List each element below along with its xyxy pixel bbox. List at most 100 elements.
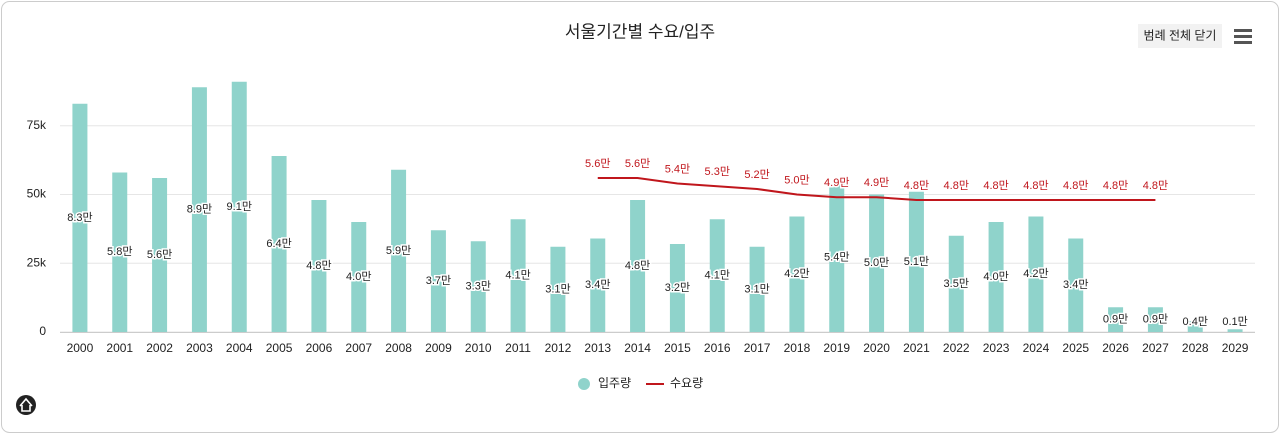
- y-tick-label: 75k: [27, 118, 47, 132]
- x-tick-label: 2003: [186, 341, 213, 355]
- bar: [470, 241, 486, 332]
- bar-value-label: 3.4만: [1063, 278, 1088, 291]
- bar: [829, 183, 845, 332]
- legend-toggle-button[interactable]: [1138, 24, 1222, 48]
- legend-label: 입주량: [598, 376, 631, 390]
- bar-value-label: 4.0만: [983, 270, 1008, 283]
- x-tick-label: 2019: [823, 341, 850, 355]
- bar-value-label: 5.9만: [386, 244, 411, 257]
- bar: [749, 246, 765, 332]
- bar-value-label: 6.4만: [266, 237, 291, 250]
- bar: [231, 81, 247, 332]
- bar-value-label: 3.2만: [665, 281, 690, 294]
- x-tick-label: 2007: [345, 341, 372, 355]
- bar-value-label: 5.4만: [824, 251, 849, 264]
- bar: [669, 244, 685, 332]
- bar-value-label: 8.3만: [67, 211, 92, 224]
- bar: [1227, 329, 1243, 332]
- line-value-label: 5.6만: [625, 157, 650, 170]
- x-tick-label: 2017: [744, 341, 771, 355]
- x-tick-label: 2011: [505, 341, 531, 355]
- bar-value-label: 3.5만: [944, 277, 969, 290]
- bar-value-label: 4.1만: [705, 269, 730, 282]
- x-tick-label: 2013: [584, 341, 611, 355]
- bar-value-label: 3.4만: [585, 278, 610, 291]
- y-tick-label: 0: [39, 324, 46, 338]
- line-value-label: 4.8만: [983, 179, 1008, 192]
- bar: [311, 200, 327, 332]
- bar: [1108, 307, 1124, 332]
- line-value-label: 5.3만: [705, 165, 730, 178]
- bar: [191, 87, 207, 332]
- bar: [988, 222, 1004, 332]
- bar: [271, 156, 287, 332]
- bar-value-label: 5.6만: [147, 248, 172, 261]
- bar-value-label: 0.4만: [1183, 315, 1208, 328]
- bar-value-label: 0.9만: [1143, 313, 1168, 326]
- home-icon-glyph: [19, 397, 33, 412]
- bar: [391, 169, 407, 332]
- bar: [590, 238, 606, 332]
- line-value-label: 5.2만: [744, 168, 769, 181]
- x-tick-label: 2028: [1182, 341, 1209, 355]
- legend-swatch: [578, 378, 590, 390]
- bar-value-label: 5.8만: [107, 245, 132, 258]
- x-tick-label: 2024: [1023, 341, 1050, 355]
- line-value-label: 5.0만: [784, 173, 809, 186]
- bar: [1028, 216, 1044, 332]
- bar-value-label: 5.0만: [864, 256, 889, 269]
- x-tick-label: 2029: [1222, 341, 1249, 355]
- x-tick-label: 2012: [545, 341, 572, 355]
- line-value-label: 4.8만: [1143, 179, 1168, 192]
- bar: [351, 222, 367, 332]
- bar: [72, 103, 88, 332]
- bar-value-label: 3.7만: [426, 274, 451, 287]
- x-tick-label: 2004: [226, 341, 253, 355]
- x-tick-label: 2000: [67, 341, 94, 355]
- bar-value-label: 9.1만: [227, 200, 252, 213]
- line-value-label: 4.8만: [904, 179, 929, 192]
- bar-value-label: 4.2만: [784, 267, 809, 280]
- bar: [152, 178, 168, 332]
- x-tick-label: 2025: [1062, 341, 1089, 355]
- bar-value-label: 4.8만: [306, 259, 331, 272]
- line-value-label: 5.4만: [665, 162, 690, 175]
- line-value-label: 4.9만: [864, 176, 889, 189]
- bar: [550, 246, 566, 332]
- bar: [510, 219, 526, 332]
- line-value-label: 4.8만: [1023, 179, 1048, 192]
- menu-icon[interactable]: [1234, 29, 1252, 44]
- home-icon[interactable]: [16, 395, 36, 415]
- x-tick-label: 2010: [465, 341, 492, 355]
- bar: [1187, 321, 1203, 332]
- x-tick-label: 2022: [943, 341, 970, 355]
- x-tick-label: 2021: [903, 341, 930, 355]
- bar-value-label: 3.1만: [744, 282, 769, 295]
- line-value-label: 4.8만: [944, 179, 969, 192]
- bar-value-label: 8.9만: [187, 203, 212, 216]
- line-value-label: 5.6만: [585, 157, 610, 170]
- y-tick-label: 25k: [27, 255, 47, 269]
- x-tick-label: 2001: [106, 341, 133, 355]
- bar: [789, 216, 805, 332]
- x-tick-label: 2023: [983, 341, 1010, 355]
- legend-toggle-label[interactable]: 범례 전체 닫기: [1144, 29, 1217, 43]
- bar: [908, 191, 924, 332]
- bar-value-label: 0.1만: [1222, 315, 1247, 328]
- line: [597, 177, 1156, 201]
- bar: [869, 194, 885, 332]
- x-tick-label: 2018: [784, 341, 811, 355]
- x-tick-label: 2002: [146, 341, 173, 355]
- bar: [630, 200, 646, 332]
- bar-value-label: 5.1만: [904, 255, 929, 268]
- line-value-label: 4.8만: [1103, 179, 1128, 192]
- x-tick-label: 2006: [306, 341, 333, 355]
- x-tick-label: 2005: [266, 341, 293, 355]
- line-value-label: 4.9만: [824, 176, 849, 189]
- bar: [430, 230, 446, 332]
- bar: [948, 235, 964, 332]
- bar-value-label: 3.3만: [466, 280, 491, 293]
- bar-value-label: 4.1만: [505, 269, 530, 282]
- bar-value-label: 4.0만: [346, 270, 371, 283]
